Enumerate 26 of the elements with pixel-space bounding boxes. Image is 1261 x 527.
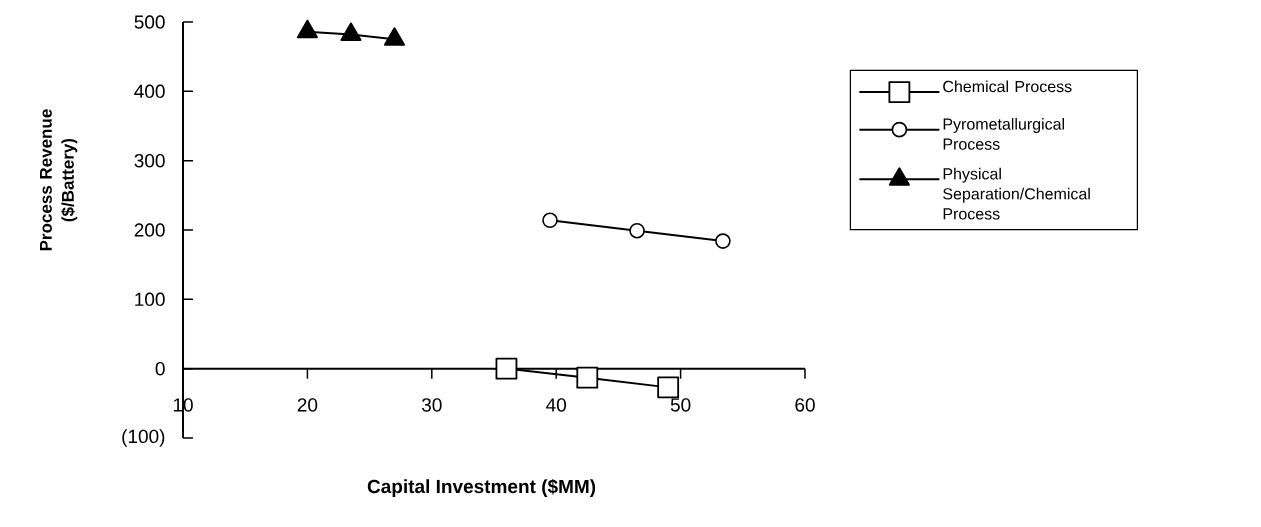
point [715, 233, 731, 249]
y-tick-label: 300 [134, 153, 165, 168]
y-tick-label: 100 [135, 292, 165, 307]
x-tick-label: 50 [670, 398, 691, 412]
point [340, 22, 362, 41]
x-axis-title: Capital Investment ($MM) [367, 478, 596, 497]
y-tick-label: (100) [122, 429, 165, 447]
y-tick-label: 200 [134, 223, 165, 237]
y-tick-label: 0 [155, 361, 165, 376]
legend-label: Pyrometallurgical Process [943, 118, 1064, 150]
y-tick-label: 500 [134, 15, 165, 29]
x-tick-label: 20 [297, 398, 318, 412]
legend-label: Chemical Process [943, 80, 1072, 93]
point [576, 366, 599, 389]
point [629, 222, 645, 239]
point [383, 27, 406, 46]
x-tick-label: 30 [421, 398, 442, 412]
y-tick-label: 400 [134, 84, 165, 99]
x-tick-label: 60 [795, 398, 815, 412]
point [296, 19, 318, 39]
point [657, 376, 680, 399]
x-tick-label: 40 [546, 398, 567, 412]
legend-label: Physical Separation/Chemical Process [943, 167, 1090, 220]
y-axis-title: Process Revenue ($/Battery) [40, 109, 78, 251]
point [495, 357, 518, 380]
point [542, 212, 558, 229]
